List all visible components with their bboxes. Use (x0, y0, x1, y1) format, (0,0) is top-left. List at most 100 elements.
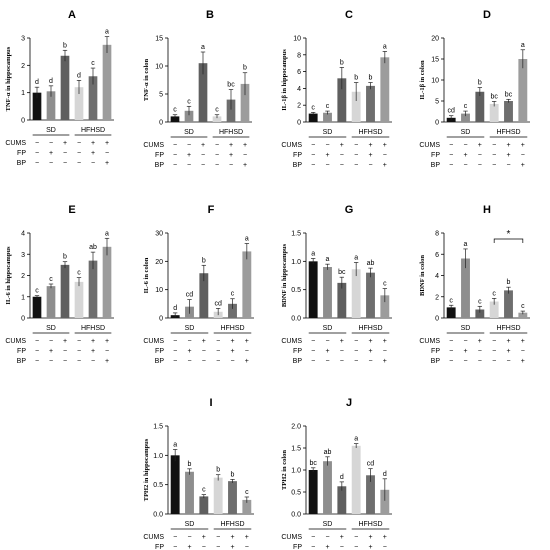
significance-letter: c (49, 276, 53, 283)
y-axis-label: IL-6 in hippocampus (5, 246, 12, 305)
group-label: SD (461, 129, 471, 136)
y-axis-label: IL-1β in colon (419, 60, 426, 100)
significance-letter: c (202, 487, 206, 494)
significance-letter: d (340, 474, 344, 481)
bar (351, 445, 361, 514)
y-tick-label: 0.5 (153, 482, 163, 489)
y-tick-label: 8 (297, 52, 301, 59)
y-tick-label: 2.0 (291, 424, 301, 431)
factor-sign: − (173, 152, 177, 159)
factor-label: FP (155, 544, 164, 550)
factor-sign: + (463, 152, 467, 159)
factor-sign: + (245, 358, 249, 365)
bar (212, 116, 222, 122)
factor-label: FP (293, 544, 302, 550)
y-tick-label: 2 (21, 273, 25, 280)
panel-letter: G (345, 204, 354, 216)
significance-letter: ab (89, 244, 97, 251)
factor-label: FP (431, 348, 440, 355)
factor-sign: − (340, 162, 344, 169)
factor-sign: − (311, 544, 315, 550)
y-axis-label: TPH2 in colon (281, 450, 288, 490)
factor-sign: − (506, 358, 510, 365)
significance-letter: b (63, 42, 67, 49)
significance-letter: b (478, 80, 482, 87)
significance-letter: c (91, 60, 95, 67)
factor-sign: + (383, 358, 387, 365)
y-tick-label: 0 (21, 118, 25, 125)
bar (351, 91, 361, 122)
bar (240, 83, 250, 122)
significance-letter: c (311, 104, 315, 111)
factor-sign: + (506, 348, 510, 355)
y-tick-label: 30 (155, 231, 163, 238)
bar (504, 290, 513, 318)
factor-sign: − (216, 338, 220, 345)
y-tick-label: 0 (297, 120, 301, 127)
panel-h: H 0 2 4 6 8 BDNF in colon c a c c b c * SD HFHSD CUMS − − +… (419, 204, 530, 365)
significance-letter: c (77, 270, 81, 277)
factor-sign: − (325, 142, 329, 149)
y-tick-label: 1.5 (291, 446, 301, 453)
group-label: SD (461, 325, 471, 332)
group-label: HFHSD (220, 325, 244, 332)
significance-letter: d (173, 305, 177, 312)
y-tick-label: 1.5 (153, 424, 163, 431)
y-tick-label: 3 (21, 252, 25, 259)
group-label: SD (323, 129, 333, 136)
bar (366, 272, 375, 318)
bar (308, 470, 318, 514)
factor-sign: − (478, 358, 482, 365)
factor-sign: − (77, 348, 81, 355)
group-label: HFHSD (358, 129, 382, 136)
bar (46, 286, 56, 318)
factor-sign: − (173, 142, 177, 149)
factor-sign: − (478, 162, 482, 169)
bar (199, 496, 209, 514)
factor-sign: + (202, 338, 206, 345)
bar (88, 76, 98, 120)
panel-c: C 0 2 4 6 8 10 IL-1β in hippocampus c c b b b a SD HFHS… (281, 9, 392, 169)
bar (504, 101, 513, 122)
bar (323, 461, 332, 514)
factor-sign: − (311, 358, 315, 365)
factor-sign: − (449, 152, 453, 159)
group-label: HFHSD (81, 127, 105, 134)
factor-label: FP (17, 348, 26, 355)
y-tick-label: 0 (159, 120, 163, 127)
bar (60, 264, 70, 318)
factor-sign: − (311, 338, 315, 345)
panel-letter: H (483, 204, 491, 216)
factor-sign: − (35, 150, 39, 157)
factor-sign: + (340, 534, 344, 541)
y-tick-label: 2 (297, 103, 301, 110)
factor-sign: − (215, 162, 219, 169)
group-label: SD (184, 129, 194, 136)
y-tick-label: 4 (21, 231, 25, 238)
factor-sign: − (368, 358, 372, 365)
factor-sign: − (91, 358, 95, 365)
y-tick-label: 0 (159, 316, 163, 323)
factor-sign: − (49, 358, 53, 365)
factor-sign: − (63, 358, 67, 365)
factor-sign: − (521, 152, 525, 159)
factor-sign: + (463, 348, 467, 355)
factor-sign: + (230, 544, 234, 550)
factor-sign: − (229, 162, 233, 169)
factor-label: CUMS (281, 142, 302, 149)
factor-sign: − (35, 160, 39, 167)
y-tick-label: 10 (431, 78, 439, 85)
panel-letter: B (206, 9, 214, 21)
factor-sign: − (49, 338, 53, 345)
factor-sign: − (354, 358, 358, 365)
factor-sign: − (449, 338, 453, 345)
bar (461, 113, 470, 122)
factor-sign: − (187, 534, 191, 541)
significance-letter: d (49, 78, 53, 85)
factor-sign: − (354, 338, 358, 345)
factor-sign: + (202, 534, 206, 541)
group-label: HFHSD (358, 521, 382, 528)
factor-label: FP (431, 152, 440, 159)
factor-sign: − (325, 162, 329, 169)
significance-letter: cd (367, 461, 375, 468)
